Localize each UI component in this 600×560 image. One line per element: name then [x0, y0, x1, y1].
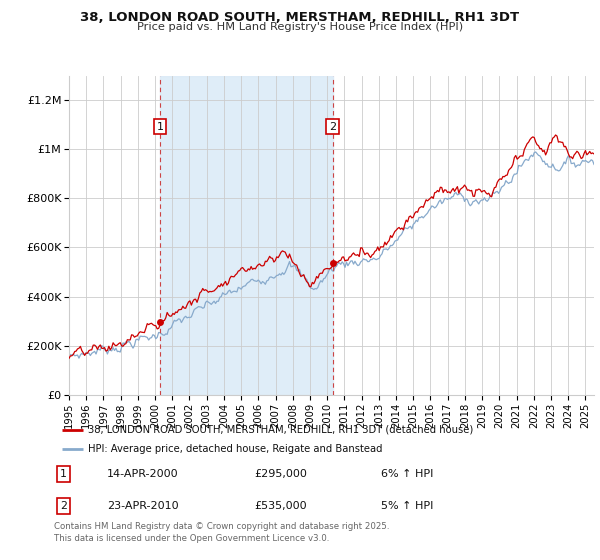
Text: 2: 2	[329, 122, 336, 132]
Text: Contains HM Land Registry data © Crown copyright and database right 2025.
This d: Contains HM Land Registry data © Crown c…	[54, 522, 389, 543]
Text: 1: 1	[60, 469, 67, 479]
Text: 5% ↑ HPI: 5% ↑ HPI	[382, 501, 434, 511]
Bar	[160, 76, 332, 395]
Text: HPI: Average price, detached house, Reigate and Banstead: HPI: Average price, detached house, Reig…	[88, 444, 383, 454]
Text: 1: 1	[157, 122, 163, 132]
Text: £295,000: £295,000	[254, 469, 308, 479]
Text: 6% ↑ HPI: 6% ↑ HPI	[382, 469, 434, 479]
Text: £535,000: £535,000	[254, 501, 307, 511]
Text: 38, LONDON ROAD SOUTH, MERSTHAM, REDHILL, RH1 3DT (detached house): 38, LONDON ROAD SOUTH, MERSTHAM, REDHILL…	[88, 425, 473, 435]
Text: 14-APR-2000: 14-APR-2000	[107, 469, 178, 479]
Text: 38, LONDON ROAD SOUTH, MERSTHAM, REDHILL, RH1 3DT: 38, LONDON ROAD SOUTH, MERSTHAM, REDHILL…	[80, 11, 520, 24]
Text: 23-APR-2010: 23-APR-2010	[107, 501, 178, 511]
Text: Price paid vs. HM Land Registry's House Price Index (HPI): Price paid vs. HM Land Registry's House …	[137, 22, 463, 32]
Text: 2: 2	[60, 501, 67, 511]
